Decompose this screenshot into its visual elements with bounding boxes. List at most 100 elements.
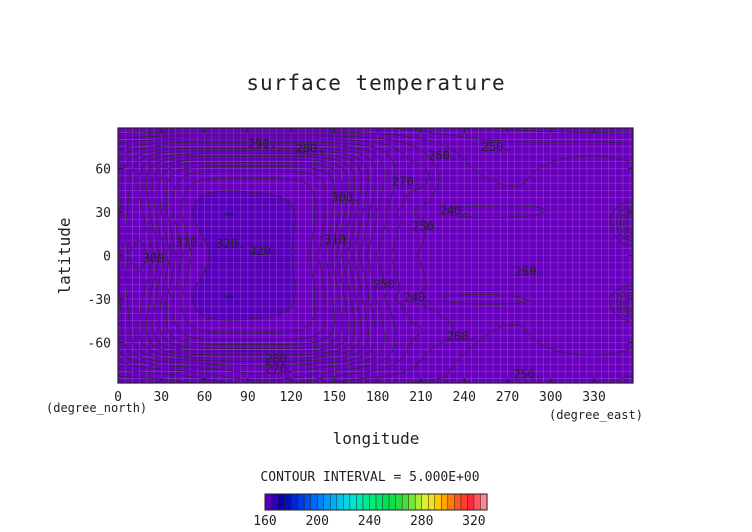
- field-cell: [135, 128, 141, 133]
- field-cell: [336, 243, 342, 249]
- field-cell: [349, 179, 355, 185]
- field-cell: [469, 147, 475, 153]
- field-cell: [203, 199, 209, 205]
- field-cell: [628, 135, 633, 141]
- field-cell: [160, 291, 166, 296]
- field-cell: [178, 259, 183, 265]
- field-cell: [336, 283, 342, 288]
- field-cell: [457, 159, 462, 165]
- field-cell: [362, 155, 368, 161]
- field-cell: [547, 215, 553, 221]
- field-cell: [414, 143, 420, 149]
- field-cell: [379, 279, 385, 284]
- field-cell: [199, 247, 205, 253]
- field-cell: [469, 199, 475, 205]
- field-cell: [152, 255, 158, 261]
- field-cell: [607, 179, 613, 185]
- field-cell: [362, 143, 368, 149]
- field-cell: [517, 271, 523, 277]
- field-cell: [281, 203, 286, 209]
- field-cell: [396, 259, 402, 265]
- field-cell: [281, 159, 286, 165]
- field-cell: [126, 211, 132, 217]
- field-cell: [598, 179, 604, 185]
- field-cell: [328, 183, 334, 189]
- field-cell: [130, 139, 136, 145]
- field-cell: [233, 239, 239, 245]
- field-cell: [572, 231, 578, 237]
- field-cell: [495, 255, 501, 261]
- field-cell: [255, 287, 261, 292]
- field-cell: [242, 195, 248, 201]
- field-cell: [452, 251, 458, 257]
- field-cell: [495, 191, 501, 197]
- field-cell: [396, 251, 402, 257]
- field-cell: [293, 219, 299, 225]
- field-cell: [499, 259, 505, 265]
- field-cell: [521, 219, 527, 225]
- field-cell: [465, 211, 471, 217]
- field-cell: [358, 243, 364, 249]
- field-cell: [178, 275, 183, 280]
- field-cell: [568, 179, 574, 185]
- field-cell: [439, 147, 445, 153]
- field-cell: [289, 167, 295, 173]
- field-cell: [358, 179, 364, 185]
- field-cell: [148, 219, 153, 225]
- field-cell: [611, 275, 617, 280]
- field-cell: [203, 283, 209, 288]
- field-cell: [190, 211, 196, 217]
- field-cell: [504, 131, 510, 137]
- field-cell: [349, 128, 355, 133]
- field-cell: [255, 235, 261, 241]
- field-cell: [358, 195, 364, 201]
- field-cell: [499, 235, 505, 241]
- field-cell: [444, 139, 450, 145]
- field-cell: [414, 263, 420, 269]
- field-cell: [607, 135, 613, 141]
- field-cell: [203, 223, 209, 229]
- field-cell: [396, 243, 402, 249]
- field-cell: [517, 179, 523, 185]
- field-cell: [362, 283, 368, 288]
- field-cell: [332, 131, 338, 137]
- field-cell: [405, 179, 411, 185]
- field-cell: [517, 279, 523, 284]
- field-cell: [366, 179, 372, 185]
- field-cell: [555, 167, 561, 173]
- field-cell: [487, 219, 492, 225]
- field-cell: [448, 183, 454, 189]
- field-cell: [461, 151, 467, 157]
- field-cell: [371, 239, 377, 245]
- field-cell: [620, 239, 626, 245]
- field-cell: [581, 187, 587, 193]
- field-cell: [427, 147, 432, 153]
- field-cell: [349, 251, 355, 257]
- field-cell: [272, 179, 278, 185]
- field-cell: [572, 155, 578, 161]
- field-cell: [216, 283, 222, 288]
- field-cell: [293, 283, 299, 288]
- field-cell: [160, 131, 166, 137]
- field-cell: [444, 163, 450, 169]
- field-cell: [538, 279, 544, 284]
- field-cell: [542, 187, 548, 193]
- field-cell: [530, 287, 535, 292]
- field-cell: [598, 183, 604, 189]
- field-cell: [439, 291, 445, 296]
- field-cell: [418, 243, 424, 249]
- field-cell: [122, 279, 128, 284]
- field-cell: [345, 235, 351, 241]
- field-cell: [173, 207, 179, 213]
- field-cell: [203, 151, 209, 157]
- field-cell: [173, 187, 179, 193]
- field-cell: [242, 279, 248, 284]
- field-cell: [126, 267, 132, 273]
- field-cell: [311, 131, 317, 137]
- field-cell: [542, 239, 548, 245]
- field-cell: [281, 128, 286, 133]
- field-cell: [242, 223, 248, 229]
- field-cell: [186, 135, 192, 141]
- field-cell: [388, 175, 394, 181]
- field-cell: [311, 207, 317, 213]
